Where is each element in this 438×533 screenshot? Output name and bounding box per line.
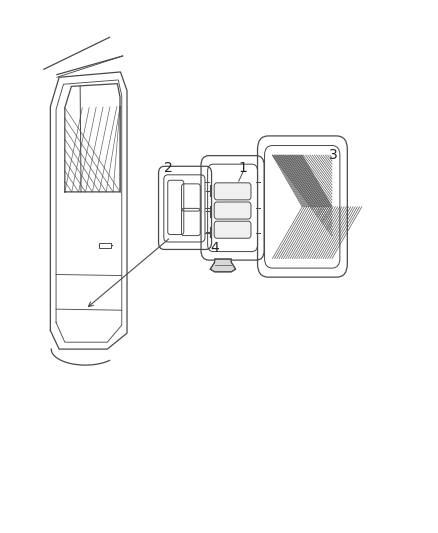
Text: 1: 1 (239, 161, 247, 175)
Polygon shape (210, 259, 236, 272)
FancyBboxPatch shape (214, 202, 251, 219)
Text: 3: 3 (328, 148, 337, 161)
Text: 2: 2 (164, 161, 173, 175)
Text: 4: 4 (210, 241, 219, 255)
Bar (99, 243, 111, 248)
FancyBboxPatch shape (214, 221, 251, 238)
FancyBboxPatch shape (214, 183, 251, 200)
